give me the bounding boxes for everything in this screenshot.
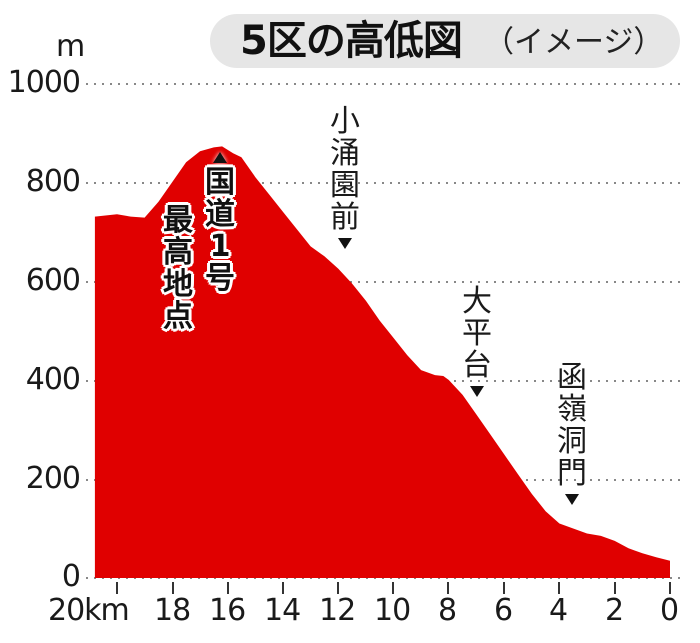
y-tick-0: 0 [61, 559, 81, 594]
y-tick-600: 600 [25, 263, 81, 298]
x-tick-4: 4 [549, 593, 568, 628]
triangle-down-icon [338, 238, 352, 249]
x-tick-16: 16 [209, 593, 246, 628]
y-tick-200: 200 [25, 461, 81, 496]
elevation-area [94, 146, 670, 578]
x-tick-20km: 20km [48, 593, 130, 628]
annotation-summit-highest-point: 最 高 地 点 [163, 203, 193, 334]
y-tick-400: 400 [25, 362, 81, 397]
triangle-up-icon [213, 152, 227, 163]
x-tick-8: 8 [438, 593, 457, 628]
x-tick-12: 12 [319, 593, 356, 628]
annotation-summit-route1: 国 道 1 号 [205, 152, 235, 295]
chart-subtitle: （イメージ） [484, 25, 664, 60]
x-tick-14: 14 [264, 593, 301, 628]
x-ticks [116, 582, 671, 594]
triangle-down-icon [565, 494, 579, 505]
title-background [210, 14, 680, 68]
x-tick-6: 6 [494, 593, 513, 628]
annotation-ohiradai: 大 平 台 [462, 286, 492, 397]
annotation-kanrei-domon: 函 嶺 洞 門 [557, 362, 587, 505]
x-tick-18: 18 [154, 593, 191, 628]
triangle-down-icon [470, 386, 484, 397]
y-tick-800: 800 [25, 164, 81, 199]
y-tick-1000: 1000 [7, 65, 81, 100]
y-axis-unit: m [56, 29, 86, 64]
x-tick-0: 0 [660, 593, 679, 628]
x-tick-2: 2 [605, 593, 624, 628]
x-tick-10: 10 [374, 593, 411, 628]
chart-title: 5区の高低図 [240, 18, 463, 64]
annotation-kowakien-mae: 小 涌 園 前 [330, 106, 360, 249]
